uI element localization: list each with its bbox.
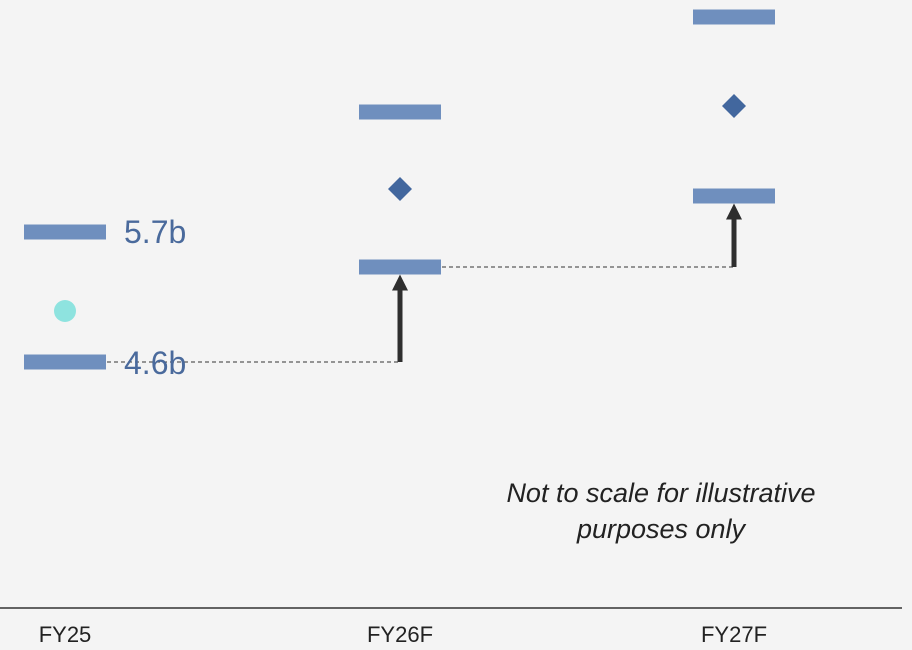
range-bar-high-fy26f bbox=[359, 104, 441, 120]
range-bar-high-fy27f bbox=[693, 9, 775, 25]
note-line-1: Not to scale for illustrative bbox=[506, 478, 815, 508]
value-label-low: 4.6b bbox=[124, 345, 186, 381]
midpoint-marker-fy25 bbox=[54, 300, 76, 322]
arrow-fy26f-head bbox=[392, 274, 408, 291]
midpoint-marker-fy27f bbox=[722, 94, 746, 118]
midpoint-marker-fy26f bbox=[388, 177, 412, 201]
range-bar-low-fy27f bbox=[693, 188, 775, 204]
tick-label-fy26f: FY26F bbox=[367, 622, 433, 647]
tick-label-fy27f: FY27F bbox=[701, 622, 767, 647]
arrow-fy27f-head bbox=[726, 203, 742, 220]
range-bar-high-fy25 bbox=[24, 224, 106, 240]
value-label-high: 5.7b bbox=[124, 214, 186, 250]
range-bar-low-fy25 bbox=[24, 354, 106, 370]
range-bar-low-fy26f bbox=[359, 259, 441, 275]
tick-label-fy25: FY25 bbox=[39, 622, 92, 647]
note-line-2: purposes only bbox=[576, 514, 747, 544]
